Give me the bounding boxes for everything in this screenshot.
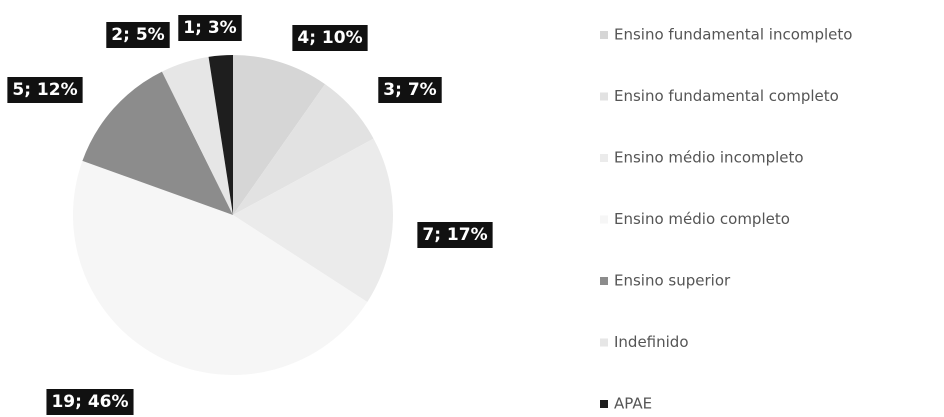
legend-swatch xyxy=(600,154,608,162)
data-label-box xyxy=(417,222,493,248)
legend-swatch xyxy=(600,277,608,285)
legend-label: Ensino médio completo xyxy=(614,210,790,228)
legend-label: Indefinido xyxy=(614,333,689,351)
pie-slice xyxy=(233,138,393,302)
pie-slice xyxy=(82,71,233,215)
data-label: 4; 10% xyxy=(297,28,362,48)
legend-label: Ensino fundamental incompleto xyxy=(614,26,852,44)
data-label-box xyxy=(7,77,83,103)
pie-slice xyxy=(162,56,233,215)
data-label-box xyxy=(106,22,170,48)
data-label-box xyxy=(292,25,368,51)
legend-swatch xyxy=(600,92,608,101)
data-label: 19; 46% xyxy=(51,392,128,412)
legend-label: APAE xyxy=(614,395,652,413)
data-label-box xyxy=(46,389,134,415)
pie-slice xyxy=(233,84,374,215)
pie-slice xyxy=(208,55,233,215)
data-label: 7; 17% xyxy=(422,225,487,245)
data-label-box xyxy=(178,15,242,41)
legend-swatch xyxy=(600,400,608,408)
data-label-box xyxy=(378,77,442,103)
legend-label: Ensino médio incompleto xyxy=(614,149,804,167)
data-label: 5; 12% xyxy=(12,80,77,100)
legend-swatch xyxy=(600,31,608,39)
pie-slice xyxy=(73,160,368,375)
data-label: 3; 7% xyxy=(383,80,436,100)
pie-slice xyxy=(233,55,326,215)
legend-label: Ensino superior xyxy=(614,272,731,290)
data-label: 1; 3% xyxy=(183,18,236,38)
legend-swatch xyxy=(600,338,608,347)
data-label: 2; 5% xyxy=(111,25,164,45)
legend-swatch xyxy=(600,215,608,224)
legend-label: Ensino fundamental completo xyxy=(614,87,839,105)
